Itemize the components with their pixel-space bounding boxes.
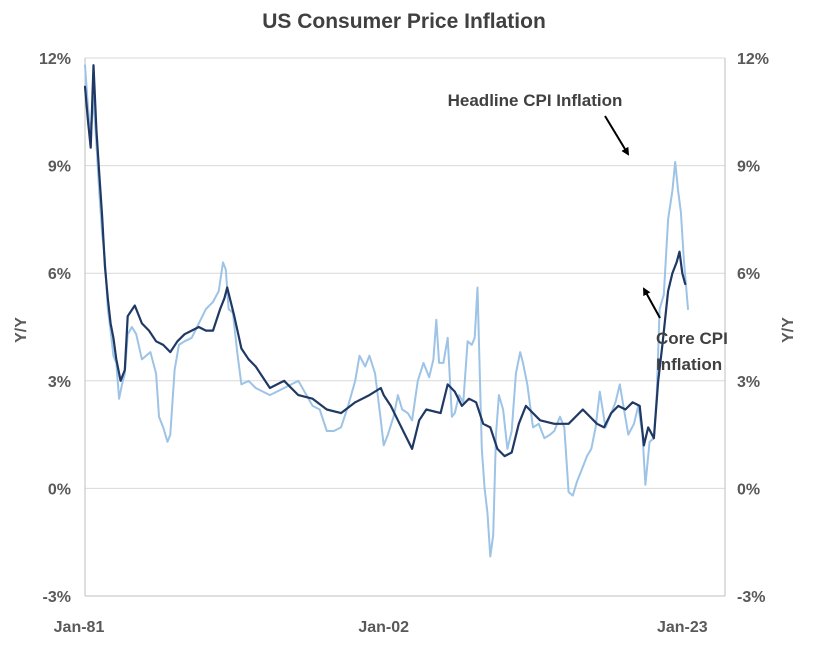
headline-annotation-arrow xyxy=(604,115,630,156)
y-tick-right: 0% xyxy=(737,481,760,498)
chart-title: US Consumer Price Inflation xyxy=(262,10,546,33)
y-tick-right: 9% xyxy=(737,159,760,176)
x-tick-labels: Jan-81 Jan-02 Jan-23 xyxy=(54,619,708,636)
x-tick: Jan-23 xyxy=(657,619,708,636)
core-annotation: Core CPI Inflation xyxy=(643,287,728,374)
y-tick-left: 12% xyxy=(39,51,71,68)
headline-annotation: Headline CPI Inflation xyxy=(448,91,630,156)
y-tick-left: 3% xyxy=(48,374,71,391)
x-tick: Jan-81 xyxy=(54,619,105,636)
left-tick-labels: -3% 0% 3% 6% 9% 12% xyxy=(39,51,71,606)
headline-annotation-label: Headline CPI Inflation xyxy=(448,91,623,110)
y-tick-right: 12% xyxy=(737,51,769,68)
core-annotation-arrow xyxy=(643,287,661,319)
right-tick-labels: -3% 0% 3% 6% 9% 12% xyxy=(737,51,769,606)
y-tick-right: -3% xyxy=(737,589,765,606)
left-axis-label: Y/Y xyxy=(13,317,30,343)
y-tick-left: -3% xyxy=(43,589,71,606)
y-tick-left: 9% xyxy=(48,159,71,176)
y-tick-left: 6% xyxy=(48,266,71,283)
core-cpi-line xyxy=(83,64,687,458)
headline-cpi-line xyxy=(84,64,689,558)
y-tick-right: 6% xyxy=(737,266,760,283)
core-annotation-label-line1: Core CPI xyxy=(656,329,728,348)
gridlines xyxy=(85,57,725,489)
x-tick: Jan-02 xyxy=(358,619,409,636)
series-layer xyxy=(83,64,689,558)
y-tick-left: 0% xyxy=(48,481,71,498)
right-axis-label: Y/Y xyxy=(780,317,797,343)
y-tick-right: 3% xyxy=(737,374,760,391)
core-annotation-label-line2: Inflation xyxy=(656,355,722,374)
